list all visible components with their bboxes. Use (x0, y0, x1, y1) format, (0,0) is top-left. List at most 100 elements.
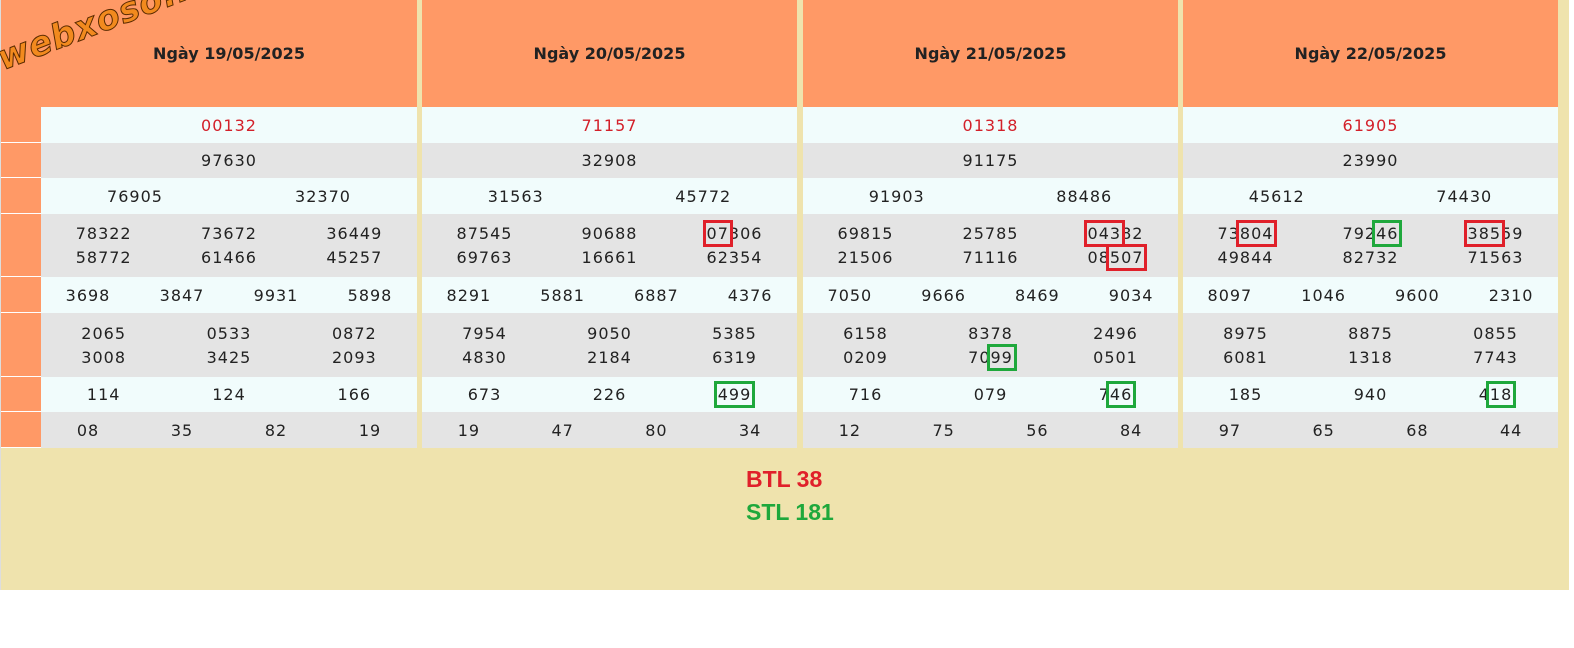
prize-number: 88486 (1056, 186, 1113, 206)
prize-number: 68 (1406, 420, 1429, 440)
prize-row: 8097 1046 9600 2310 (1183, 277, 1558, 313)
prize-row: 185 940 418 (1183, 377, 1558, 412)
prize-number: 0501 (1093, 347, 1138, 367)
prize-number: 716 (848, 385, 883, 404)
prize-number: 45612 (1248, 186, 1305, 206)
prize-number: 36449 (326, 224, 383, 243)
summary-btl: BTL 38 (746, 466, 823, 492)
prize-number: 7050 (827, 285, 873, 305)
prize-number: 23990 (1342, 151, 1399, 170)
prize-number: 75 (932, 420, 955, 440)
prize-number: 80 (645, 420, 668, 440)
prize-row: 01318 (803, 107, 1178, 143)
prize-number: 7099 (968, 343, 1017, 371)
prize-row: 69815 25785 04382 21506 71116 08507 (803, 214, 1178, 277)
prize-number: 5881 (540, 285, 585, 305)
prize-row: 8975 8875 0855 6081 1318 7743 (1183, 313, 1558, 377)
prize-number: 32370 (295, 186, 351, 206)
prize-number: 19 (358, 420, 382, 440)
prize-number: 97 (1218, 420, 1242, 440)
prize-number: 65 (1312, 420, 1335, 440)
prize-number: 44 (1499, 420, 1523, 440)
prize-number: 35 (170, 420, 194, 440)
prize-number: 45772 (675, 186, 732, 206)
prize-number: 9931 (253, 285, 299, 305)
prize-number: 6887 (634, 285, 679, 305)
prize-number: 2065 (81, 323, 127, 343)
date-header: Ngày 20/05/2025 (422, 0, 797, 107)
prize-number: 5898 (347, 285, 393, 305)
prize-number: 91903 (868, 186, 925, 206)
prize-number: 79246 (1342, 220, 1403, 247)
prize-number: 6081 (1223, 347, 1268, 367)
prize-number: 25785 (962, 224, 1019, 243)
prize-number: 1318 (1348, 347, 1393, 367)
prize-row: 6158 8378 2496 0209 7099 0501 (803, 313, 1178, 377)
prize-number: 1046 (1301, 285, 1346, 305)
prize-number: 0209 (843, 347, 888, 367)
prize-number: 8469 (1015, 285, 1060, 305)
prize-row: 61905 (1183, 107, 1558, 143)
prize-number: 418 (1478, 381, 1517, 408)
prize-row: 19 47 80 34 (422, 412, 797, 448)
prize-number: 940 (1353, 385, 1388, 404)
prize-number: 49844 (1217, 248, 1274, 267)
prize-number: 746 (1098, 381, 1137, 408)
prize-number: 499 (713, 381, 756, 408)
prize-number: 73672 (201, 224, 257, 243)
prize-number: 8975 (1223, 323, 1268, 343)
prize-number: 0872 (331, 323, 377, 343)
prize-number: 9034 (1108, 285, 1154, 305)
row-stub (1, 178, 41, 214)
prize-number: 34 (738, 420, 762, 440)
row-stub (1, 107, 41, 143)
prize-row: 45612 74430 (1183, 178, 1558, 214)
prize-row: 91903 88486 (803, 178, 1178, 214)
prize-row: 673 226 499 (422, 377, 797, 412)
prize-number: 61466 (201, 248, 257, 267)
highlight-box: 804 (1235, 220, 1278, 247)
highlight-box: 043 (1083, 220, 1126, 247)
prize-row: 23990 (1183, 143, 1558, 178)
highlight-box: 385 (1463, 220, 1506, 247)
prize-number: 9666 (921, 285, 966, 305)
prize-row: 97630 (41, 143, 417, 178)
highlight-box: 499 (713, 381, 756, 408)
prize-number: 12 (838, 420, 862, 440)
prize-number: 2093 (331, 347, 377, 367)
prize-row: 78322 73672 36449 58772 61466 45257 (41, 214, 417, 277)
prize-number: 5385 (712, 323, 757, 343)
prize-number: 62354 (706, 248, 763, 267)
highlight-box: 07 (702, 220, 733, 247)
prize-number: 84 (1119, 420, 1143, 440)
prize-number: 97630 (201, 151, 257, 170)
prize-number: 226 (592, 385, 627, 404)
highlight-box: 46 (1372, 220, 1403, 247)
prize-number: 4830 (462, 347, 507, 367)
prize-number: 9050 (587, 323, 632, 343)
prize-row: 71157 (422, 107, 797, 143)
prize-row: 114 124 166 (41, 377, 417, 412)
prize-row: 7050 9666 8469 9034 (803, 277, 1178, 313)
results-board: Ngày 19/05/2025 00132 97630 76905 32370 78322… (0, 0, 1569, 590)
row-stub (1, 377, 41, 412)
prize-number: 45257 (326, 248, 383, 267)
prize-number: 673 (467, 385, 502, 404)
prize-number: 114 (86, 385, 121, 404)
prize-number: 71157 (581, 115, 638, 135)
prize-number: 71116 (962, 248, 1019, 267)
prize-number: 08 (76, 420, 100, 440)
row-stub (1, 313, 41, 377)
prize-number: 32908 (581, 151, 638, 170)
prize-number: 04382 (1083, 220, 1144, 247)
row-stub (1, 277, 41, 313)
prize-number: 31563 (487, 186, 544, 206)
prize-number: 61905 (1342, 115, 1399, 135)
prize-number: 07306 (702, 220, 763, 247)
prize-number: 74430 (1436, 186, 1493, 206)
prize-number: 166 (337, 385, 372, 404)
prize-number: 6158 (843, 323, 888, 343)
prize-number: 08507 (1087, 244, 1148, 271)
prize-number: 3847 (159, 285, 205, 305)
